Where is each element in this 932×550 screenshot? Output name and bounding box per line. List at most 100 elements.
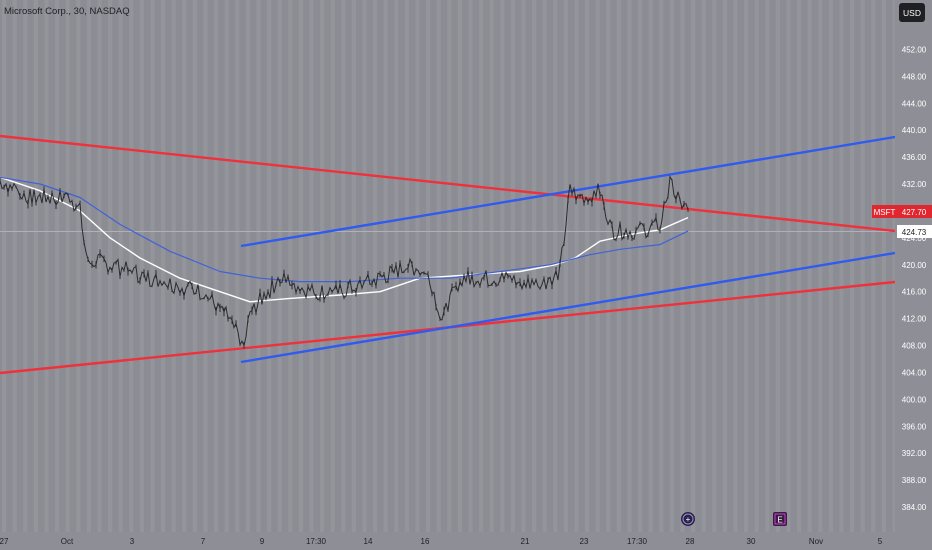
time-tick-label: 16 — [421, 537, 430, 546]
session-band — [447, 0, 452, 532]
session-band — [55, 0, 60, 532]
time-tick-label: 27 — [0, 537, 9, 546]
last-price-tag: MSFT 427.70 — [872, 205, 932, 218]
dividend-event-icon[interactable]: + — [681, 512, 695, 526]
session-band — [404, 0, 409, 532]
session-band — [351, 0, 356, 532]
session-band — [320, 0, 325, 532]
session-band — [171, 0, 176, 532]
session-band — [701, 0, 706, 532]
session-band — [468, 0, 473, 532]
session-band — [298, 0, 303, 532]
time-tick-label: 21 — [521, 537, 530, 546]
svg-text:E: E — [777, 516, 782, 525]
session-band — [139, 0, 144, 532]
session-band — [860, 0, 865, 532]
session-band — [415, 0, 420, 532]
session-band — [510, 0, 515, 532]
session-band — [108, 0, 113, 532]
session-band — [362, 0, 367, 532]
session-band — [850, 0, 855, 532]
session-band — [553, 0, 558, 532]
time-tick-label: 17:30 — [306, 537, 327, 546]
price-line — [0, 174, 689, 348]
session-band — [214, 0, 219, 532]
session-band — [574, 0, 579, 532]
session-band — [373, 0, 378, 532]
earnings-event-icon[interactable]: E — [773, 512, 787, 526]
session-band — [383, 0, 388, 532]
session-band — [245, 0, 250, 532]
session-band — [616, 0, 621, 532]
session-band — [12, 0, 17, 532]
session-band — [595, 0, 600, 532]
time-tick-label: 23 — [580, 537, 589, 546]
channel-blue-upper[interactable] — [240, 135, 896, 248]
session-band — [648, 0, 653, 532]
session-band — [775, 0, 780, 532]
session-band — [532, 0, 537, 532]
session-band — [330, 0, 335, 532]
session-band — [892, 0, 897, 532]
session-band — [712, 0, 717, 532]
session-band — [500, 0, 505, 532]
session-band — [288, 0, 293, 532]
session-band — [585, 0, 590, 532]
session-band — [606, 0, 611, 532]
session-band — [659, 0, 664, 532]
price-tick-label: 424.00 — [902, 234, 927, 243]
session-band — [797, 0, 802, 532]
price-tick-label: 412.00 — [902, 315, 927, 324]
time-tick-label: Oct — [61, 537, 74, 546]
session-band — [722, 0, 727, 532]
session-band — [277, 0, 282, 532]
session-band — [786, 0, 791, 532]
price-tick-label: 408.00 — [902, 342, 927, 351]
session-band — [341, 0, 346, 532]
price-tick-label: 396.00 — [902, 422, 927, 431]
symbol-tag: MSFT — [874, 208, 896, 217]
trend-lines[interactable] — [0, 134, 896, 375]
currency-button[interactable]: USD — [899, 3, 925, 22]
session-band — [2, 0, 7, 532]
session-band — [235, 0, 240, 532]
session-band — [828, 0, 833, 532]
price-series — [0, 174, 689, 349]
session-band — [267, 0, 272, 532]
marker-price-tag: 424.73 — [897, 225, 932, 238]
price-tick-label: 388.00 — [902, 476, 927, 485]
time-tick-label: 9 — [260, 537, 265, 546]
price-tick-label: 448.00 — [902, 72, 927, 81]
channel-blue-lower[interactable] — [240, 251, 896, 364]
session-band — [680, 0, 685, 532]
session-band — [192, 0, 197, 532]
session-band — [44, 0, 49, 532]
session-band — [754, 0, 759, 532]
price-tick-label: 444.00 — [902, 99, 927, 108]
session-band — [256, 0, 261, 532]
price-tick-label: 392.00 — [902, 449, 927, 458]
price-tick-label: 384.00 — [902, 503, 927, 512]
time-axis[interactable] — [0, 532, 895, 550]
session-band — [521, 0, 526, 532]
session-band — [881, 0, 886, 532]
session-band — [627, 0, 632, 532]
price-tick-label: 400.00 — [902, 395, 927, 404]
trendline-red-upper[interactable] — [0, 134, 896, 233]
time-tick-label: 17:30 — [627, 537, 648, 546]
price-tick-label: 420.00 — [902, 261, 927, 270]
time-tick-label: Nov — [809, 537, 823, 546]
session-band — [807, 0, 812, 532]
price-axis[interactable] — [895, 0, 932, 550]
session-band — [224, 0, 229, 532]
session-band — [839, 0, 844, 532]
symbol-title[interactable]: Microsoft Corp., 30, NASDAQ — [4, 6, 130, 17]
time-tick-label: 28 — [686, 537, 695, 546]
price-tick-label: 440.00 — [902, 126, 927, 135]
session-band — [479, 0, 484, 532]
session-band — [309, 0, 314, 532]
session-band — [161, 0, 166, 532]
time-tick-label: 5 — [878, 537, 883, 546]
session-band — [563, 0, 568, 532]
